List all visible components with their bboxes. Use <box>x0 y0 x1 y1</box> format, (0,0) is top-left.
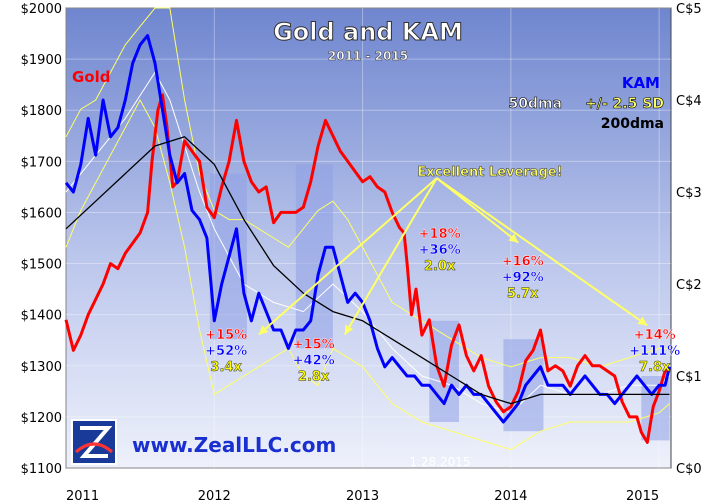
left-tick-label: $1500 <box>21 258 62 273</box>
callout-excellent-leverage: Excellent Leverage! <box>417 165 562 180</box>
series-line-gold <box>64 93 670 444</box>
legend-kam: KAM <box>622 74 660 92</box>
annot-kam-gain: +111% <box>629 344 680 359</box>
zeal-logo <box>71 419 117 465</box>
leverage-arrowhead <box>637 316 648 326</box>
annot-gold-gain: +14% <box>634 328 676 343</box>
annot-leverage: 2.8x <box>298 369 330 384</box>
annot-leverage: 5.7x <box>507 287 539 302</box>
leverage-arrow <box>258 177 438 336</box>
x-tick-label: 2014 <box>494 489 527 504</box>
x-tick-label: 2012 <box>198 489 231 504</box>
annot-leverage: 3.4x <box>210 360 242 375</box>
legend-ma200: 200dma <box>601 116 664 132</box>
right-tick-label: C$2 <box>676 278 702 293</box>
annotations: +15%+52%3.4x+15%+42%2.8x+18%+36%2.0x +16%… <box>205 227 680 385</box>
leverage-arrowhead <box>508 233 519 243</box>
leverage-arrowhead <box>258 325 269 335</box>
legend-band: +/- 2.5 SD <box>585 96 664 112</box>
axes: $1100 $1200 $1300 $1400 $1500 $1600 $1700 $1800… <box>21 2 702 504</box>
x-tick-label: 2015 <box>626 489 659 504</box>
band-lower-line <box>65 98 670 451</box>
left-tick-label: $1400 <box>21 309 62 324</box>
leverage-arrow <box>436 177 648 327</box>
right-tick-label: C$5 <box>676 2 702 17</box>
left-tick-label: $1100 <box>21 462 62 477</box>
annot-kam-gain: +42% <box>293 353 335 368</box>
shaded-window <box>503 339 544 432</box>
annot-leverage: 7.8x <box>639 360 671 375</box>
chart-title: Gold and KAM <box>273 18 463 46</box>
x-tick-label: 2011 <box>66 489 99 504</box>
shaded-window <box>295 164 333 349</box>
left-tick-label: $1300 <box>21 360 62 375</box>
leverage-arrow <box>436 177 519 244</box>
chart-subtitle: 2011 - 2015 <box>328 49 408 63</box>
website-link[interactable]: www.ZealLLC.com <box>132 433 336 457</box>
annot-kam-gain: +36% <box>419 243 461 258</box>
band-upper-line <box>65 7 670 368</box>
watermark-date: 1.28.2015 <box>409 455 470 469</box>
annot-gold-gain: +15% <box>293 337 335 352</box>
leverage-arrow <box>343 177 438 336</box>
leverage-arrowhead <box>344 324 354 335</box>
series-lines <box>64 34 671 444</box>
annot-gold-gain: +18% <box>419 227 461 242</box>
right-tick-label: C$3 <box>676 186 702 201</box>
legend-gold: Gold <box>72 68 111 86</box>
left-tick-label: $1600 <box>21 206 62 221</box>
leverage-arrows <box>258 177 648 336</box>
annot-gold-gain: +15% <box>205 328 247 343</box>
annot-leverage: 2.0x <box>424 259 456 274</box>
legend-ma50: 50dma <box>508 96 562 112</box>
annot-kam-gain: +92% <box>502 271 544 286</box>
left-tick-label: $1900 <box>21 53 62 68</box>
left-tick-label: $2000 <box>21 2 62 17</box>
right-tick-label: C$4 <box>676 94 702 109</box>
left-tick-label: $1200 <box>21 411 62 426</box>
left-tick-label: $1700 <box>21 155 62 170</box>
left-tick-label: $1800 <box>21 104 62 119</box>
series-line-kam <box>64 34 671 424</box>
right-tick-label: C$0 <box>676 462 702 477</box>
right-tick-label: C$1 <box>676 370 702 385</box>
x-tick-label: 2013 <box>346 489 379 504</box>
annot-gold-gain: +16% <box>502 255 544 270</box>
series-line-200dma <box>65 136 670 405</box>
annot-kam-gain: +52% <box>205 344 247 359</box>
